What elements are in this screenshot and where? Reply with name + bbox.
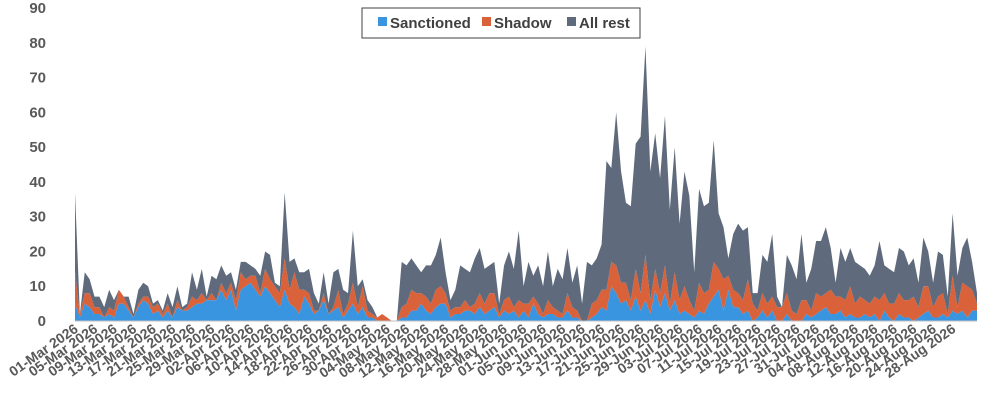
y-tick-label: 10 [29, 278, 46, 295]
y-tick-label: 30 [29, 209, 46, 226]
y-tick-label: 80 [29, 35, 46, 52]
legend-label-sanctioned: Sanctioned [390, 15, 471, 32]
y-tick-label: 60 [29, 104, 46, 121]
legend-swatch-shadow [482, 17, 491, 26]
legend-label-all-rest: All rest [579, 15, 630, 32]
legend: Sanctioned Shadow All rest [361, 7, 641, 39]
legend-swatch-sanctioned [378, 17, 387, 26]
y-tick-label: 50 [29, 139, 46, 156]
y-tick-label: 20 [29, 243, 46, 260]
y-tick-label: 0 [38, 313, 46, 330]
y-tick-label: 40 [29, 174, 46, 191]
area-series-all-rest [75, 46, 977, 321]
area-series-shadow [75, 254, 977, 321]
y-tick-label: 90 [29, 0, 46, 17]
legend-box [361, 7, 641, 39]
y-tick-label: 70 [29, 70, 46, 87]
area-layer [75, 46, 977, 321]
legend-swatch-all-rest [567, 17, 576, 26]
area-series-sanctioned [75, 282, 977, 321]
legend-label-shadow: Shadow [494, 15, 552, 32]
